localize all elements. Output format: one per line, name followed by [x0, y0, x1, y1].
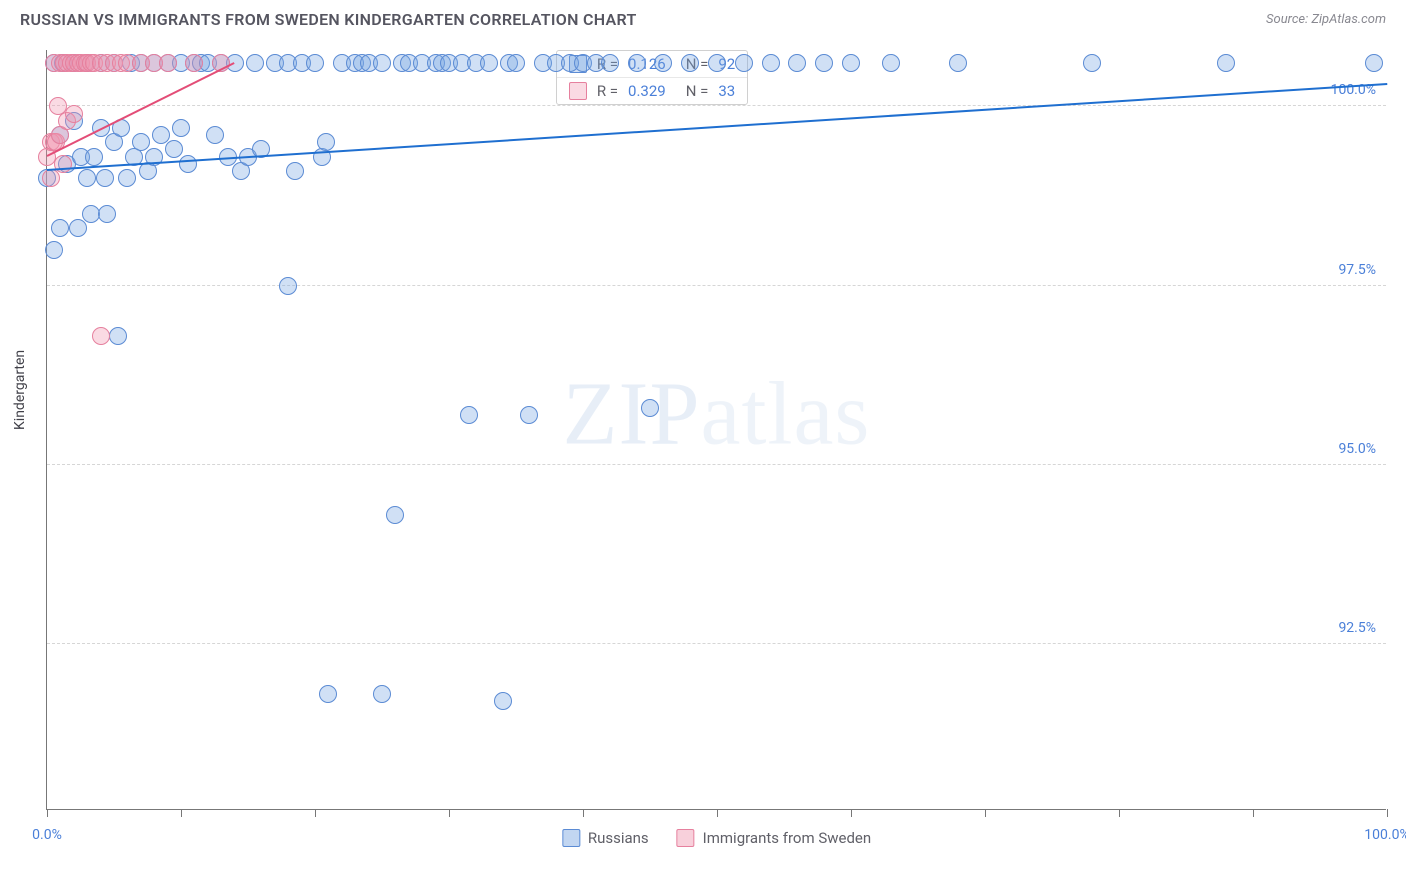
legend-swatch [677, 829, 695, 847]
watermark-bold: ZIP [563, 365, 701, 464]
x-tick [1119, 809, 1120, 817]
scatter-point [51, 219, 69, 237]
x-tick [315, 809, 316, 817]
scatter-point [681, 54, 699, 72]
scatter-point [306, 54, 324, 72]
scatter-point [179, 155, 197, 173]
scatter-point [1217, 54, 1235, 72]
scatter-point [92, 327, 110, 345]
scatter-point [286, 162, 304, 180]
source-name: ZipAtlas.com [1311, 12, 1386, 27]
scatter-point [45, 241, 63, 259]
scatter-point [708, 54, 726, 72]
y-tick-label: 95.0% [1338, 441, 1376, 457]
scatter-point [109, 327, 127, 345]
gridline-h [47, 105, 1386, 106]
scatter-point [42, 169, 60, 187]
scatter-point [762, 54, 780, 72]
scatter-point [520, 406, 538, 424]
scatter-point [78, 169, 96, 187]
scatter-point [788, 54, 806, 72]
r-value: 0.329 [628, 82, 666, 100]
r-label: R = [597, 82, 618, 100]
scatter-point [460, 406, 478, 424]
scatter-point [628, 54, 646, 72]
scatter-point [373, 54, 391, 72]
watermark-thin: atlas [701, 365, 871, 464]
legend-item: Immigrants from Sweden [677, 829, 871, 847]
scatter-point [206, 126, 224, 144]
source-prefix: Source: [1266, 12, 1311, 27]
scatter-point [319, 685, 337, 703]
legend-swatch [569, 82, 587, 100]
scatter-point [654, 54, 672, 72]
scatter-point [735, 54, 753, 72]
scatter-point [69, 219, 87, 237]
scatter-point [1083, 54, 1101, 72]
scatter-point [165, 140, 183, 158]
legend-label: Immigrants from Sweden [703, 829, 871, 847]
stats-legend-row: R = 0.329 N = 33 [557, 77, 747, 104]
legend-label: Russians [588, 829, 649, 847]
legend-item: Russians [562, 829, 649, 847]
scatter-point [815, 54, 833, 72]
x-tick-label: 0.0% [32, 827, 62, 843]
watermark: ZIPatlas [563, 363, 871, 466]
scatter-point [1365, 54, 1383, 72]
x-tick [583, 809, 584, 817]
scatter-point [842, 54, 860, 72]
scatter-point [373, 685, 391, 703]
scatter-point [152, 126, 170, 144]
x-tick [717, 809, 718, 817]
gridline-h [47, 643, 1386, 644]
gridline-h [47, 285, 1386, 286]
chart-header: RUSSIAN VS IMMIGRANTS FROM SWEDEN KINDER… [0, 0, 1406, 35]
x-tick [985, 809, 986, 817]
x-tick [181, 809, 182, 817]
series-legend: Russians Immigrants from Sweden [562, 829, 871, 847]
x-tick [1253, 809, 1254, 817]
scatter-chart: ZIPatlas R =0.126N =92R =0.329N =33 Russ… [46, 50, 1386, 810]
scatter-point [949, 54, 967, 72]
gridline-h [47, 464, 1386, 465]
chart-title: RUSSIAN VS IMMIGRANTS FROM SWEDEN KINDER… [20, 10, 637, 29]
scatter-point [96, 169, 114, 187]
x-tick [1387, 809, 1388, 817]
y-tick-label: 97.5% [1338, 262, 1376, 278]
scatter-point [159, 54, 177, 72]
scatter-point [279, 277, 297, 295]
scatter-point [246, 54, 264, 72]
scatter-point [65, 105, 83, 123]
scatter-point [132, 133, 150, 151]
x-tick [47, 809, 48, 817]
n-value: 33 [718, 82, 735, 100]
scatter-point [882, 54, 900, 72]
scatter-point [172, 119, 190, 137]
scatter-point [185, 54, 203, 72]
x-tick [851, 809, 852, 817]
scatter-point [601, 54, 619, 72]
scatter-point [480, 54, 498, 72]
source-attribution: Source: ZipAtlas.com [1266, 12, 1386, 27]
scatter-point [85, 148, 103, 166]
y-axis-label: Kindergarten [12, 350, 28, 430]
y-tick-label: 92.5% [1338, 620, 1376, 636]
scatter-point [386, 506, 404, 524]
legend-swatch [562, 829, 580, 847]
x-tick-label: 100.0% [1364, 827, 1406, 843]
scatter-point [317, 133, 335, 151]
scatter-point [641, 399, 659, 417]
scatter-point [118, 169, 136, 187]
scatter-point [494, 692, 512, 710]
scatter-point [98, 205, 116, 223]
scatter-point [507, 54, 525, 72]
n-label: N = [686, 82, 709, 100]
x-tick [449, 809, 450, 817]
